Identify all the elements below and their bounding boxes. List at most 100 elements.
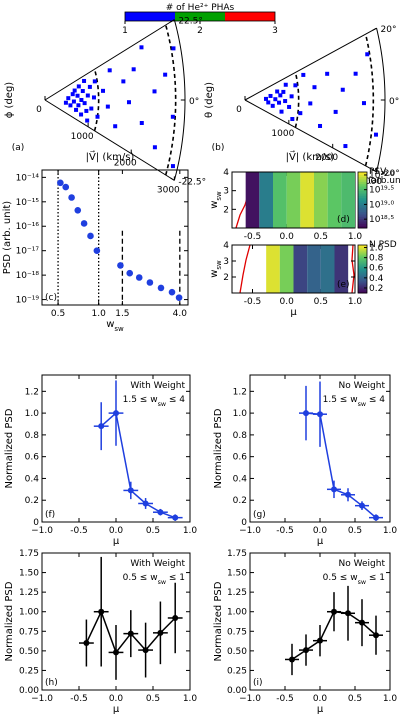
colorbar-title: N PSD <box>369 240 397 250</box>
panel-annotation: No Weight <box>339 381 386 391</box>
x-axis-label: |V⃗| (km/s) <box>86 150 135 163</box>
x-tick-label: 0.5 <box>314 297 328 307</box>
theta-tick <box>170 19 175 23</box>
colorbar-slice <box>358 200 367 203</box>
x-tick-label: -0.5 <box>70 526 88 536</box>
r-tick-label: 2000 <box>315 153 338 163</box>
data-point <box>80 220 88 227</box>
plot-frame <box>231 244 356 294</box>
x-tick-label: 0.0 <box>280 297 295 307</box>
y-tick-label: 1.50 <box>227 569 247 579</box>
y-tick-label: 0.75 <box>19 627 39 637</box>
data-point <box>273 97 278 102</box>
heatmap-cell <box>300 172 314 228</box>
data-point <box>290 117 295 122</box>
r-tick-label: 3000 <box>157 185 180 195</box>
data-point <box>113 410 119 417</box>
heatmap-cell <box>286 172 301 228</box>
y-tick-label: 0.25 <box>19 666 39 676</box>
y-axis-label: θ (deg) <box>204 82 215 118</box>
data-point <box>127 630 134 637</box>
colorbar-segment <box>225 12 275 21</box>
colorbar-slice <box>358 183 367 187</box>
data-point <box>87 232 94 240</box>
x-tick-label: 0.5 <box>51 309 65 319</box>
colorbar-slice <box>358 257 367 260</box>
data-point <box>82 78 87 83</box>
data-point <box>373 132 378 137</box>
heatmap-cell <box>341 172 355 228</box>
data-point <box>152 89 157 94</box>
heatmap-cell <box>259 172 273 228</box>
range-annotation-part: 0.5 ≤ w <box>323 573 358 583</box>
colorbar-slice <box>358 269 367 272</box>
y-tick-label: 2 <box>223 273 229 283</box>
data-point <box>263 96 268 101</box>
y-tick-label: 0.4 <box>233 474 248 484</box>
data-point <box>63 100 68 105</box>
data-point <box>85 93 90 98</box>
data-point <box>361 101 366 106</box>
data-point <box>345 491 351 498</box>
colorbar-slice <box>358 271 367 274</box>
colorbar-slice <box>358 275 367 278</box>
x-tick-label: 0.0 <box>313 526 328 536</box>
data-point <box>131 67 136 72</box>
x-tick-label: -0.5 <box>276 694 294 704</box>
data-point <box>277 100 282 105</box>
y-tick-label: 1.50 <box>19 569 39 579</box>
data-point <box>170 164 175 169</box>
data-point <box>87 84 92 89</box>
colorbar-slice <box>358 265 367 268</box>
data-point <box>279 109 284 114</box>
y-tick-label: 0.2 <box>25 496 39 506</box>
y-tick-label: 0.25 <box>227 666 247 676</box>
y-axis-label: wsw <box>209 260 223 278</box>
colorbar-tick-label: 10²⁰·⁰ <box>369 171 395 181</box>
colorbar-slice <box>358 249 367 252</box>
data-point <box>270 103 275 108</box>
panel-label: (c) <box>45 293 57 303</box>
theta-tick-label: 22.5° <box>178 17 203 27</box>
data-point <box>289 656 295 663</box>
y-tick-label: 1.25 <box>19 588 39 598</box>
y-axis-label-part: sw <box>215 191 223 201</box>
colorbar-tick-label: 0.2 <box>369 284 383 294</box>
y-tick-label: 0.50 <box>227 647 247 657</box>
colorbar-slice <box>358 261 367 264</box>
r-tick-label: 0 <box>236 105 242 115</box>
data-point <box>121 79 126 84</box>
range-annotation: 0.5 ≤ wsw ≤ 1 <box>123 573 185 586</box>
colorbar-slice <box>358 211 367 215</box>
y-tick-label: 1.75 <box>227 549 247 559</box>
heatmap-cell <box>327 172 342 228</box>
y-tick-label: 0.00 <box>227 686 247 696</box>
data-point <box>303 410 309 417</box>
data-point <box>113 649 119 656</box>
colorbar-slice <box>358 221 367 224</box>
y-tick-label: 1.0 <box>233 409 248 419</box>
x-tick-label: 0.0 <box>313 694 328 704</box>
y-tick-label: 2 <box>223 205 229 215</box>
boundary-line <box>351 244 355 294</box>
theta-tick <box>372 169 377 173</box>
colorbar-slice <box>358 279 367 282</box>
x-tick-label: -0.5 <box>244 297 262 307</box>
x-tick-label: 1.0 <box>348 232 363 242</box>
range-annotation-part: sw <box>358 401 366 408</box>
panel-label: (b) <box>212 143 225 153</box>
theta-tick-label: 20° <box>381 25 397 35</box>
heatmap-cell <box>314 172 328 228</box>
colorbar-slice <box>358 263 367 266</box>
data-point <box>283 99 288 104</box>
y-tick-label: 0.00 <box>19 686 39 696</box>
data-point <box>126 269 134 277</box>
wedge-edge <box>244 99 377 173</box>
y-tick-label: 0.6 <box>25 453 40 463</box>
range-annotation: 1.5 ≤ wsw ≤ 4 <box>123 395 186 408</box>
y-tick-label: 10⁻¹⁶ <box>16 222 40 232</box>
data-point <box>83 640 90 647</box>
y-tick-label: 0 <box>33 518 39 528</box>
data-point <box>95 114 100 119</box>
data-point <box>79 112 84 117</box>
